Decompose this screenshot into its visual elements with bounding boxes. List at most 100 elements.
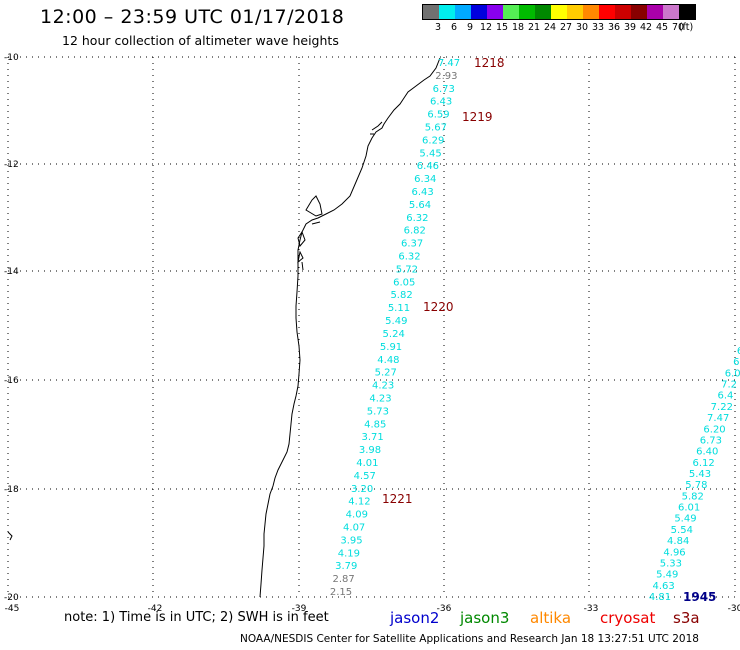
wave-height-value: 6.34 bbox=[414, 174, 436, 185]
wave-height-value: 3.71 bbox=[361, 432, 383, 443]
legend-swatch bbox=[551, 5, 567, 19]
wave-height-value: 5.73 bbox=[367, 406, 389, 417]
wave-height-value: 6.43 bbox=[430, 97, 452, 108]
lat-label: -12 bbox=[4, 160, 19, 170]
altimeter-track-2: 666.07.26.47.227.476.206.736.406.125.435… bbox=[649, 346, 740, 603]
legend-swatch bbox=[599, 5, 615, 19]
wave-height-value: 6.43 bbox=[412, 187, 434, 198]
lon-label: -30 bbox=[728, 604, 740, 614]
wave-height-value: 6.32 bbox=[406, 213, 428, 224]
wave-height-value: 7.22 bbox=[711, 402, 733, 413]
wave-height-value: 4.57 bbox=[354, 471, 376, 482]
wave-height-value: 5.78 bbox=[685, 480, 707, 491]
mission-altika: altika bbox=[530, 609, 572, 627]
wave-height-value: 5.27 bbox=[375, 368, 397, 379]
graticule bbox=[7, 56, 740, 598]
lat-label: -18 bbox=[4, 485, 19, 495]
wave-height-value: 5.82 bbox=[682, 491, 704, 502]
legend-label: 12 bbox=[479, 22, 493, 33]
wave-height-value: 5.24 bbox=[383, 329, 405, 340]
island bbox=[370, 121, 383, 135]
wave-height-value: 2.93 bbox=[435, 71, 457, 82]
legend-label: 39 bbox=[623, 22, 637, 33]
wave-height-value: 7.2 bbox=[721, 380, 737, 391]
wave-height-value: 5.82 bbox=[390, 290, 412, 301]
wave-height-value: 4.23 bbox=[372, 381, 394, 392]
legend-swatch bbox=[487, 5, 503, 19]
legend-swatch bbox=[583, 5, 599, 19]
mission-jason2: jason2 bbox=[390, 609, 440, 627]
wave-height-value: 3.95 bbox=[340, 535, 362, 546]
island bbox=[305, 195, 323, 225]
wave-height-value: 5.49 bbox=[656, 570, 678, 581]
wave-height-value: 5.49 bbox=[674, 514, 696, 525]
wave-height-value: 3.98 bbox=[359, 445, 381, 456]
wave-height-value: 4.19 bbox=[338, 548, 360, 559]
altimeter-track-1: 7.47 2.93 6.73 6.43 6.59 5.676.29 5.45 6.46 6.34… bbox=[330, 58, 460, 598]
wave-height-value: 4.01 bbox=[356, 458, 378, 469]
wave-height-value: 6.40 bbox=[696, 447, 718, 458]
wave-height-value: 6.59 bbox=[427, 110, 449, 121]
lon-label: -42 bbox=[148, 604, 163, 614]
wave-height-value: 6 bbox=[737, 346, 740, 357]
wave-height-value: 4.84 bbox=[667, 536, 689, 547]
legend-swatches bbox=[422, 4, 696, 20]
legend-label: 70 bbox=[671, 22, 685, 33]
legend-label: 6 bbox=[450, 22, 458, 33]
wave-height-value: 2.87 bbox=[333, 574, 355, 585]
legend-swatch bbox=[663, 5, 679, 19]
legend-labels: 3 6 9 12 15 18 21 24 27 30 33 36 39 42 45 70 (ft) bbox=[422, 20, 696, 34]
wave-height-value: 5.64 bbox=[409, 200, 431, 211]
wave-height-value: 6.73 bbox=[700, 435, 722, 446]
pass-time-label: 1221 bbox=[382, 492, 413, 506]
legend-swatch bbox=[519, 5, 535, 19]
wave-height-value: 4.12 bbox=[348, 497, 370, 508]
legend-label: 9 bbox=[466, 22, 474, 33]
mission-cryosat: cryosat bbox=[600, 609, 656, 627]
legend-label: 27 bbox=[559, 22, 573, 33]
mission-jason3: jason3 bbox=[460, 609, 510, 627]
wave-height-value: 2.15 bbox=[330, 587, 352, 598]
wave-height-value: 4.07 bbox=[343, 522, 365, 533]
wave-height-value: 5.33 bbox=[660, 558, 682, 569]
mission-s3a: s3a bbox=[673, 609, 700, 627]
legend-swatch bbox=[471, 5, 487, 19]
color-legend: 3 6 9 12 15 18 21 24 27 30 33 36 39 42 45 70 (ft) bbox=[422, 4, 696, 34]
wave-height-value: 6.73 bbox=[433, 84, 455, 95]
wave-height-value: 6.12 bbox=[693, 458, 715, 469]
legend-swatch bbox=[631, 5, 647, 19]
legend-label: 33 bbox=[591, 22, 605, 33]
wave-height-value: 5.45 bbox=[419, 148, 441, 159]
pass-time-label: 1945 bbox=[683, 590, 716, 604]
wave-height-value: 6.0 bbox=[725, 368, 740, 379]
wave-height-value: 5.43 bbox=[689, 469, 711, 480]
legend-label: 24 bbox=[543, 22, 557, 33]
lon-label: -33 bbox=[584, 604, 599, 614]
wave-height-value: 6.05 bbox=[393, 277, 415, 288]
wave-height-value: 6.4 bbox=[718, 391, 734, 402]
wave-height-value: 5.67 bbox=[425, 123, 447, 134]
legend-label: 30 bbox=[575, 22, 589, 33]
page-subtitle: 12 hour collection of altimeter wave hei… bbox=[62, 33, 339, 48]
wave-height-value: 4.81 bbox=[649, 592, 671, 603]
wave-height-value: 3.20 bbox=[351, 484, 373, 495]
wave-height-value: 4.96 bbox=[663, 547, 685, 558]
lat-label: -10 bbox=[4, 53, 19, 63]
legend-label: 45 bbox=[655, 22, 669, 33]
wave-height-value: 6.01 bbox=[678, 503, 700, 514]
lon-label: -39 bbox=[292, 604, 307, 614]
page-title: 12:00 – 23:59 UTC 01/17/2018 bbox=[40, 6, 345, 28]
wave-height-value: 3.79 bbox=[335, 561, 357, 572]
wave-height-value: 6.20 bbox=[703, 424, 725, 435]
legend-label: 15 bbox=[495, 22, 509, 33]
wave-height-value: 4.85 bbox=[364, 419, 386, 430]
legend-swatch bbox=[535, 5, 551, 19]
wave-height-value: 6.37 bbox=[401, 239, 423, 250]
coastline-islands bbox=[7, 121, 383, 541]
legend-label: 18 bbox=[511, 22, 525, 33]
legend-label: 36 bbox=[607, 22, 621, 33]
legend-label: (ft) bbox=[678, 22, 694, 33]
wave-height-value: 6.46 bbox=[417, 161, 439, 172]
lon-label: -36 bbox=[437, 604, 452, 614]
